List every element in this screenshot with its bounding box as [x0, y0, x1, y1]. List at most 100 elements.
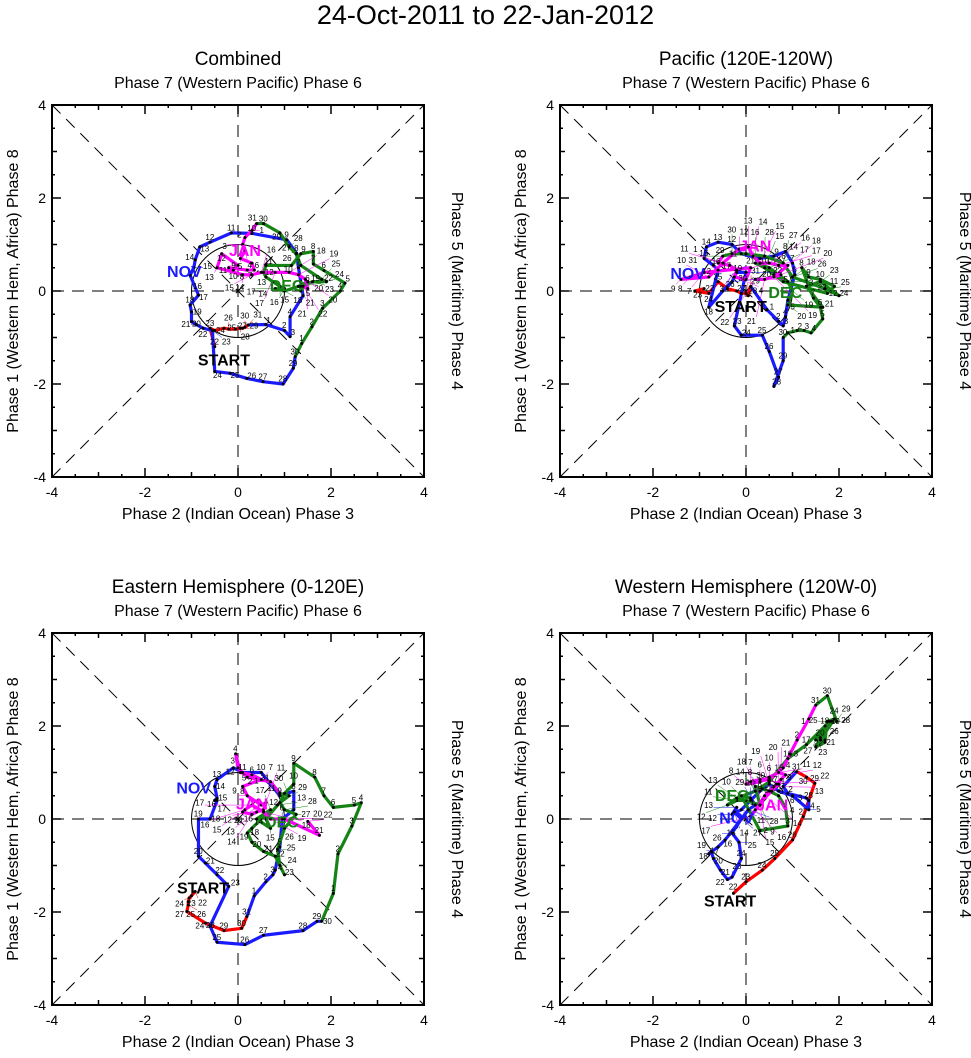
day-label-leader: [312, 281, 326, 286]
day-label: 20: [816, 728, 825, 737]
day-point: [299, 263, 303, 267]
day-label: 24: [288, 856, 297, 865]
day-point: [791, 289, 794, 293]
day-label: 31: [261, 774, 270, 783]
day-label: 10: [229, 272, 238, 281]
day-label: 10: [289, 772, 298, 781]
day-point: [786, 791, 790, 795]
y-tick-label: 4: [546, 97, 554, 113]
day-label: 27: [238, 321, 247, 330]
day-point: [753, 803, 757, 807]
day-point: [250, 840, 254, 844]
day-point: [725, 287, 729, 291]
day-point: [767, 789, 771, 793]
day-label-leader: [710, 816, 751, 827]
day-label: 26: [240, 935, 249, 944]
day-point: [213, 345, 217, 349]
day-label: 9: [671, 284, 676, 293]
y-tick-label: -4: [542, 997, 555, 1013]
day-label: 9: [232, 786, 237, 795]
day-label: 22: [276, 849, 285, 858]
day-label: 25: [809, 716, 818, 725]
day-point: [241, 273, 245, 277]
figure-title-container: 24-Oct-2011 to 22-Jan-2012: [0, 0, 971, 30]
day-point: [767, 261, 771, 265]
day-point: [287, 794, 291, 798]
day-label: 25: [186, 910, 195, 919]
day-point: [269, 780, 273, 784]
day-point: [259, 270, 263, 274]
day-point: [744, 277, 748, 281]
day-label: 6: [781, 252, 786, 261]
day-label: 11: [238, 763, 247, 772]
day-point: [777, 782, 781, 786]
day-point: [283, 826, 286, 830]
day-point: [264, 817, 268, 821]
day-label: 9: [284, 231, 289, 240]
day-label: 30: [756, 771, 765, 780]
day-label-leader: [836, 713, 842, 722]
day-label: 7: [322, 786, 327, 795]
day-label: 30: [738, 274, 747, 283]
day-label: 13: [708, 776, 717, 785]
day-label: 11: [264, 257, 273, 266]
month-label-dec: DEC: [715, 788, 749, 805]
day-label-leader: [277, 802, 298, 806]
day-label: 16: [207, 800, 216, 809]
y-tick-label: 0: [546, 811, 554, 827]
day-label: 21: [315, 826, 324, 835]
day-label: 17: [812, 247, 821, 256]
day-label: 20: [194, 847, 203, 856]
day-label: 17: [195, 798, 204, 807]
day-label: 17: [218, 805, 227, 814]
day-label: 26: [197, 910, 206, 919]
day-label: 14: [736, 768, 745, 777]
day-point: [804, 796, 808, 800]
month-label-jan: JAN: [739, 238, 771, 255]
day-label: 20: [823, 249, 832, 258]
day-point: [763, 266, 767, 270]
day-label: 5: [277, 838, 282, 847]
day-point: [772, 273, 776, 277]
day-label: 24: [839, 289, 848, 298]
day-point: [728, 263, 732, 267]
day-point: [732, 324, 736, 328]
day-label: 22: [716, 878, 725, 887]
day-label: 12: [708, 814, 717, 823]
day-label: 1: [331, 884, 336, 893]
day-label: 1: [252, 886, 257, 895]
day-label: 22: [773, 266, 782, 275]
day-label: 29: [312, 912, 321, 921]
day-label: 1: [791, 326, 796, 335]
day-point: [262, 850, 266, 854]
day-point: [739, 857, 743, 861]
day-label: 22: [324, 811, 333, 820]
day-point: [774, 782, 778, 786]
day-label: 14: [793, 819, 802, 828]
figure-title: 24-Oct-2011 to 22-Jan-2012: [316, 0, 655, 30]
day-point: [716, 845, 720, 849]
day-point: [721, 254, 725, 258]
day-point: [711, 263, 715, 267]
day-point: [283, 808, 286, 812]
day-point: [818, 305, 822, 309]
bottom-axis-label: Phase 2 (Indian Ocean) Phase 3: [630, 506, 862, 523]
day-label: 18: [807, 258, 816, 267]
day-point: [250, 229, 254, 233]
day-label: 2: [282, 321, 287, 330]
day-label: 14: [235, 283, 244, 292]
day-point: [749, 798, 753, 802]
diagonal-dashed-line: [51, 632, 425, 1006]
day-point: [804, 284, 808, 288]
day-label: 15: [775, 763, 784, 772]
day-point: [730, 831, 734, 835]
day-label: 26: [713, 834, 722, 843]
day-point: [281, 382, 285, 386]
day-point: [273, 287, 277, 291]
day-label-leader: [292, 262, 301, 266]
day-label: 21: [826, 738, 835, 747]
day-point: [291, 366, 295, 370]
day-point: [777, 263, 781, 267]
day-point: [294, 252, 298, 256]
day-label: 22: [210, 338, 219, 347]
